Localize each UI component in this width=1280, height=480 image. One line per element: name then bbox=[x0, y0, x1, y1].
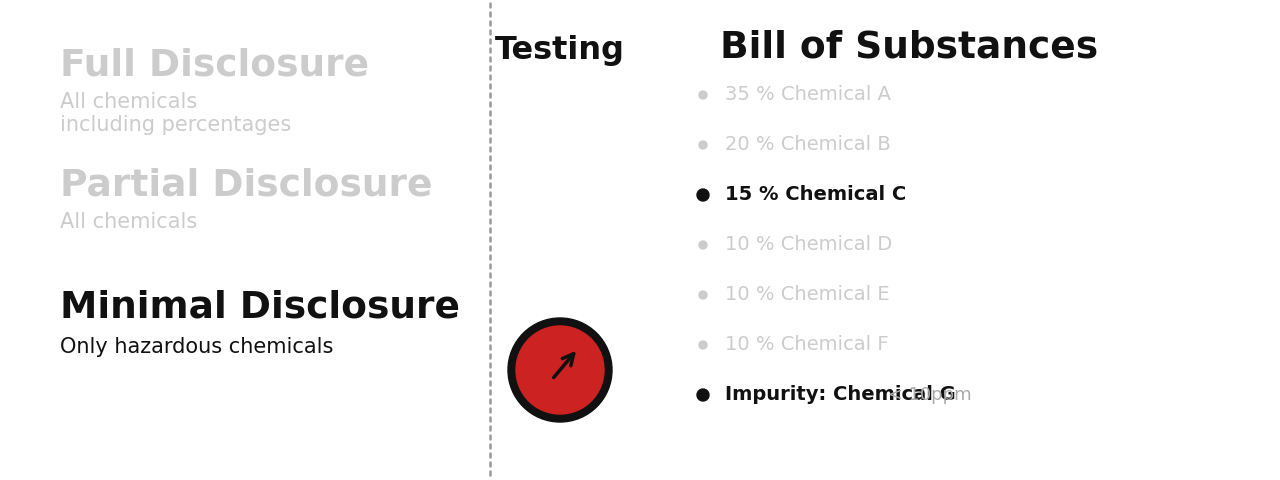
Text: < 10ppm: < 10ppm bbox=[882, 386, 972, 404]
Circle shape bbox=[508, 318, 612, 422]
Circle shape bbox=[698, 389, 709, 401]
Text: 15 % Chemical C: 15 % Chemical C bbox=[724, 185, 906, 204]
Text: including percentages: including percentages bbox=[60, 115, 292, 135]
Circle shape bbox=[699, 241, 707, 249]
Text: 35 % Chemical A: 35 % Chemical A bbox=[724, 85, 891, 105]
Text: All chemicals: All chemicals bbox=[60, 92, 197, 112]
Text: 10 % Chemical D: 10 % Chemical D bbox=[724, 236, 892, 254]
Text: Full Disclosure: Full Disclosure bbox=[60, 47, 369, 83]
Text: 20 % Chemical B: 20 % Chemical B bbox=[724, 135, 891, 155]
Circle shape bbox=[699, 341, 707, 349]
Circle shape bbox=[698, 189, 709, 201]
Text: 10 % Chemical E: 10 % Chemical E bbox=[724, 286, 890, 304]
Circle shape bbox=[699, 291, 707, 299]
Text: 10 % Chemical F: 10 % Chemical F bbox=[724, 336, 888, 355]
Text: Only hazardous chemicals: Only hazardous chemicals bbox=[60, 337, 333, 357]
Text: Minimal Disclosure: Minimal Disclosure bbox=[60, 290, 460, 326]
Circle shape bbox=[516, 326, 604, 414]
Circle shape bbox=[699, 91, 707, 99]
Circle shape bbox=[699, 141, 707, 149]
Text: All chemicals: All chemicals bbox=[60, 212, 197, 232]
Text: Bill of Substances: Bill of Substances bbox=[719, 30, 1098, 66]
Text: Testing: Testing bbox=[495, 35, 625, 65]
Text: Impurity: Chemical G: Impurity: Chemical G bbox=[724, 385, 956, 405]
Text: Partial Disclosure: Partial Disclosure bbox=[60, 167, 433, 203]
